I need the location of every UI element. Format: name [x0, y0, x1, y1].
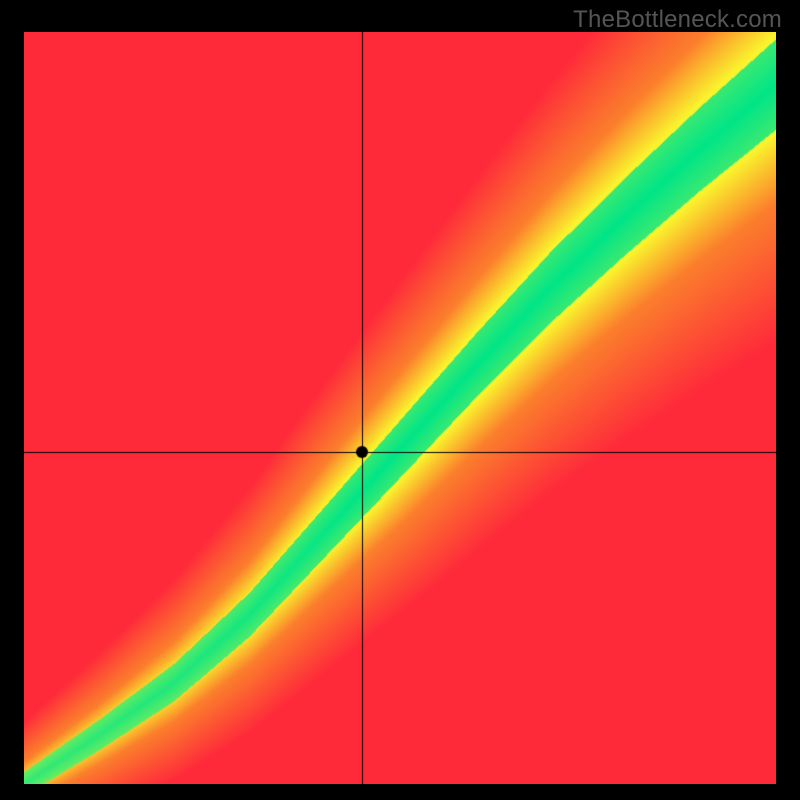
watermark-text: TheBottleneck.com [573, 6, 782, 34]
heatmap-canvas [24, 32, 776, 784]
root-container: TheBottleneck.com [0, 0, 800, 800]
plot-frame [24, 32, 776, 784]
